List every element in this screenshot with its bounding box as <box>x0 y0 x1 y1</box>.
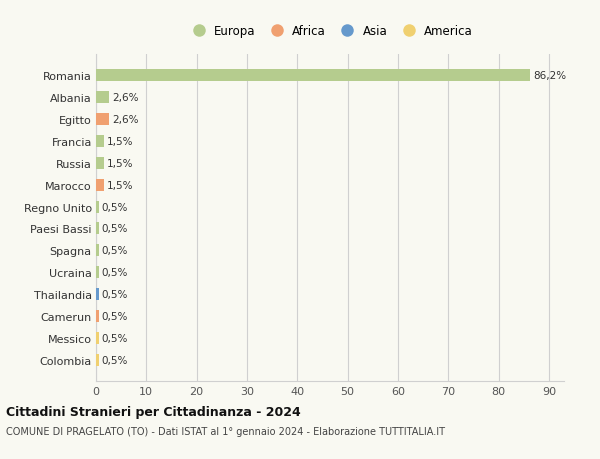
Bar <box>96 201 98 213</box>
Text: 0,5%: 0,5% <box>101 290 128 300</box>
Text: 1,5%: 1,5% <box>107 180 133 190</box>
Bar <box>96 135 104 147</box>
Bar <box>96 179 104 191</box>
Bar <box>96 92 109 104</box>
Text: 2,6%: 2,6% <box>112 93 139 103</box>
Text: 2,6%: 2,6% <box>112 115 139 125</box>
Text: 0,5%: 0,5% <box>101 224 128 234</box>
Text: 1,5%: 1,5% <box>107 158 133 168</box>
Bar <box>96 310 98 322</box>
Legend: Europa, Africa, Asia, America: Europa, Africa, Asia, America <box>187 25 473 38</box>
Text: 0,5%: 0,5% <box>101 268 128 278</box>
Bar <box>96 114 109 126</box>
Text: 0,5%: 0,5% <box>101 202 128 212</box>
Bar <box>96 332 98 344</box>
Text: 1,5%: 1,5% <box>107 136 133 146</box>
Text: 0,5%: 0,5% <box>101 333 128 343</box>
Bar <box>96 70 530 82</box>
Text: 0,5%: 0,5% <box>101 311 128 321</box>
Bar <box>96 267 98 279</box>
Bar <box>96 289 98 301</box>
Text: 0,5%: 0,5% <box>101 355 128 365</box>
Bar <box>96 354 98 366</box>
Bar <box>96 223 98 235</box>
Text: 0,5%: 0,5% <box>101 246 128 256</box>
Bar <box>96 245 98 257</box>
Text: COMUNE DI PRAGELATO (TO) - Dati ISTAT al 1° gennaio 2024 - Elaborazione TUTTITAL: COMUNE DI PRAGELATO (TO) - Dati ISTAT al… <box>6 426 445 436</box>
Text: Cittadini Stranieri per Cittadinanza - 2024: Cittadini Stranieri per Cittadinanza - 2… <box>6 405 301 419</box>
Bar <box>96 157 104 169</box>
Text: 86,2%: 86,2% <box>533 71 566 81</box>
